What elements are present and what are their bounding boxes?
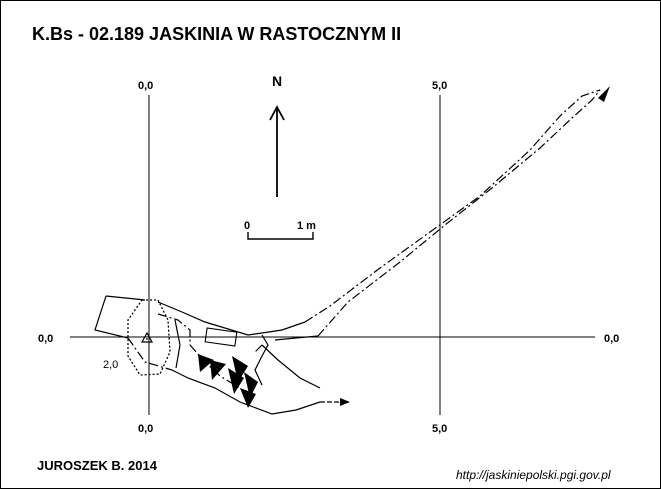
grid-label-x0-top: 0,0 xyxy=(138,80,153,92)
chamber-boundary xyxy=(174,319,269,386)
depth-label: 2,0 xyxy=(103,359,118,371)
grid-label-y0-right: 0,0 xyxy=(604,333,619,345)
scale-start-label: 0 xyxy=(244,220,250,232)
grid-label-x0-bottom: 0,0 xyxy=(138,423,153,435)
grid-label-x5-bottom: 5,0 xyxy=(432,423,447,435)
cave-walls xyxy=(94,295,321,415)
map-title: K.Bs - 02.189 JASKINIA W RASTOCZNYM II xyxy=(32,24,401,44)
grid-label-x5-top: 5,0 xyxy=(432,80,447,92)
scale-end-label: 1 m xyxy=(297,220,316,232)
north-label: N xyxy=(272,73,282,89)
passage-end-arrow-icon xyxy=(598,86,610,102)
rectangle-feature xyxy=(204,327,238,347)
scale-bar xyxy=(247,232,314,240)
author-credit: JUROSZEK B. 2014 xyxy=(37,458,158,473)
north-arrow-icon xyxy=(269,105,285,197)
source-url: http://jaskiniepolski.pgi.gov.pl xyxy=(456,468,611,482)
cave-walls-dashdot xyxy=(127,89,601,399)
slope-hatching xyxy=(198,354,258,408)
fixed-point-triangle-icon xyxy=(140,331,154,343)
passage-continuation-arrow-icon xyxy=(320,398,350,406)
rock-block xyxy=(127,299,171,376)
grid-label-y0-left: 0,0 xyxy=(38,333,53,345)
